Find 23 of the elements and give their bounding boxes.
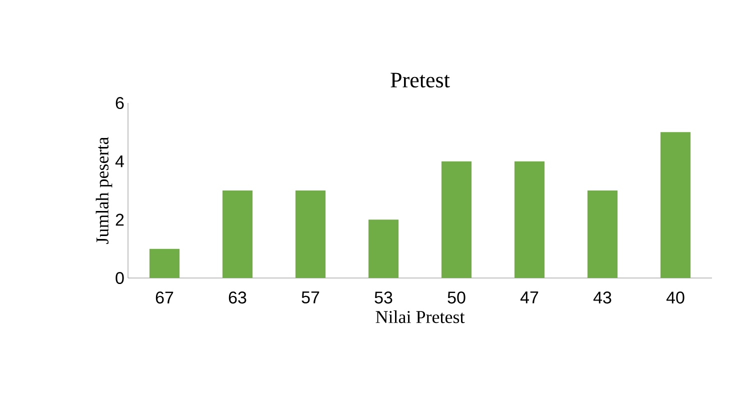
x-tick-label: 53 (374, 292, 392, 304)
bar (150, 248, 180, 278)
x-tick-label: 63 (228, 292, 246, 304)
x-tick-label: 50 (448, 292, 466, 304)
y-tick-label: 2 (116, 214, 124, 226)
x-tick-label: 57 (302, 292, 320, 304)
x-tick-label: 67 (156, 292, 174, 304)
y-axis-title: Jumlah peserta (96, 137, 112, 244)
chart-title: Pretest (390, 72, 450, 88)
bar (588, 190, 618, 278)
bar (442, 161, 472, 278)
y-tick-label: 4 (115, 155, 124, 168)
x-tick-label: 47 (520, 292, 538, 304)
y-tick-label: 0 (116, 272, 124, 284)
bar (660, 132, 691, 278)
x-tick-label: 43 (593, 292, 612, 304)
bar (514, 161, 544, 278)
x-axis-title: Nilai Pretest (376, 310, 465, 324)
x-tick-label: 40 (666, 292, 684, 304)
y-tick-label: 6 (116, 96, 124, 110)
bar (222, 190, 253, 278)
bar (296, 190, 326, 278)
bar (368, 220, 399, 278)
